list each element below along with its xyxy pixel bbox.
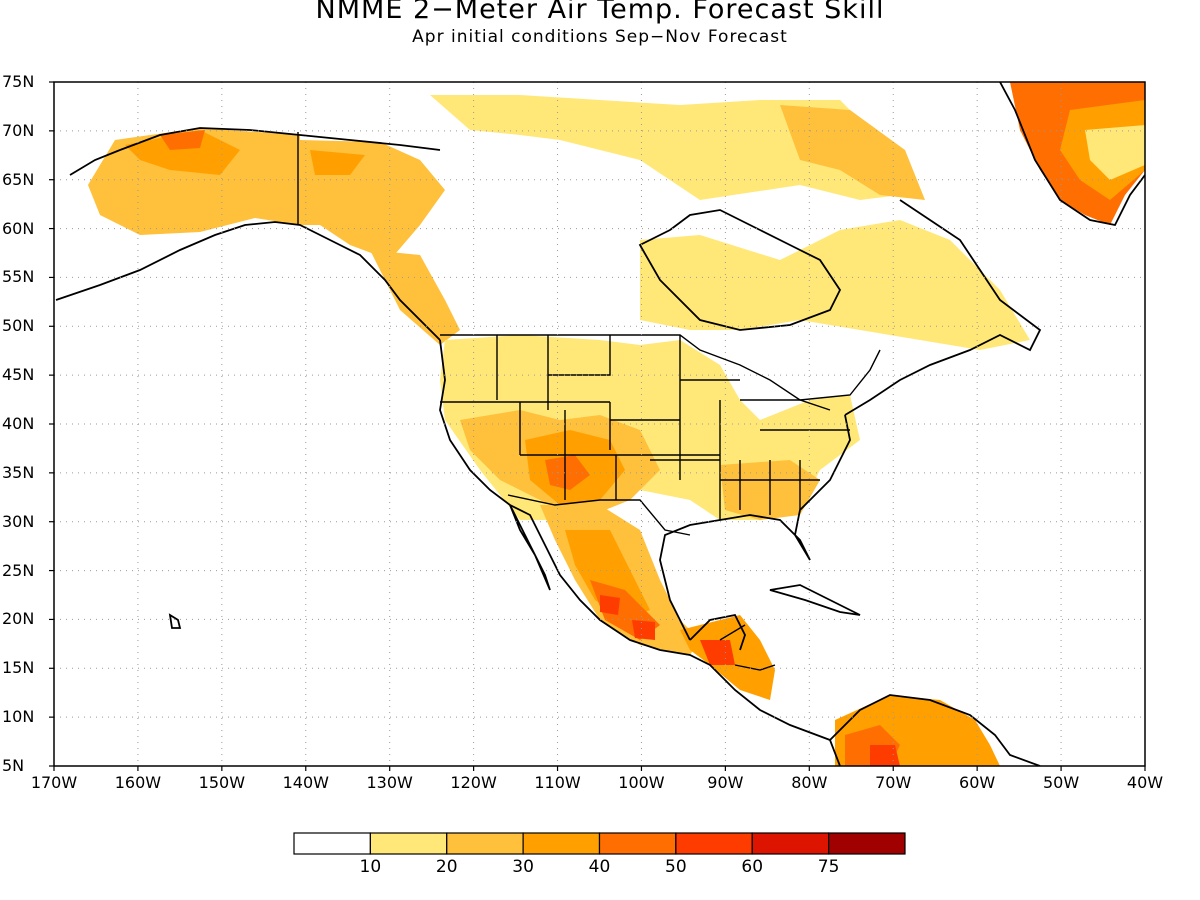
lat-label: 75N bbox=[2, 72, 35, 91]
colorbar-tick-label: 20 bbox=[435, 857, 458, 877]
colorbar-tick-label: 60 bbox=[741, 857, 764, 877]
region-bc bbox=[370, 250, 460, 345]
lon-label: 160W bbox=[114, 773, 162, 792]
lat-label: 10N bbox=[2, 707, 35, 727]
lon-label: 100W bbox=[618, 773, 665, 792]
colorbar-tick-label: 75 bbox=[817, 857, 840, 877]
axis-ticks bbox=[49, 81, 1146, 771]
lat-label: 5N bbox=[2, 756, 25, 775]
lon-label: 170W bbox=[30, 773, 78, 792]
region-alaska-hot bbox=[160, 130, 205, 150]
coast-yucatan bbox=[689, 613, 746, 651]
coast-cuba bbox=[769, 584, 861, 616]
colorbar-swatch bbox=[828, 832, 906, 855]
lon-label: 40W bbox=[1126, 773, 1164, 792]
lat-label: 60N bbox=[2, 218, 35, 238]
lon-label: 150W bbox=[198, 773, 246, 792]
lon-label: 80W bbox=[791, 773, 828, 792]
lat-label: 50N bbox=[2, 316, 35, 336]
colorbar-swatch bbox=[522, 832, 601, 855]
coast-alaska bbox=[55, 221, 441, 341]
lon-label: 60W bbox=[959, 773, 996, 792]
colorbar-swatch bbox=[751, 832, 830, 855]
lat-label: 65N bbox=[2, 169, 35, 189]
region-central-america-hot bbox=[700, 640, 735, 665]
coast-south-america bbox=[829, 694, 1041, 766]
lat-label: 25N bbox=[2, 560, 35, 580]
lat-label: 20N bbox=[2, 609, 35, 629]
lat-label: 55N bbox=[2, 267, 35, 287]
lon-label: 90W bbox=[707, 773, 744, 792]
coast-baja bbox=[509, 504, 551, 591]
region-yukon-core bbox=[310, 150, 365, 175]
region-southwest-hot bbox=[545, 455, 590, 490]
lon-label: 120W bbox=[450, 773, 497, 792]
colorbar-swatch bbox=[293, 832, 371, 855]
boundaries bbox=[297, 132, 881, 671]
state-lines bbox=[440, 335, 850, 520]
lat-label: 45N bbox=[2, 365, 35, 385]
border-us-mexico bbox=[507, 494, 691, 536]
region-alaska-core bbox=[125, 130, 240, 175]
coast-gulf bbox=[659, 414, 851, 641]
coast-greenland bbox=[999, 82, 1145, 227]
region-mexico-peak bbox=[600, 595, 620, 615]
coast-hawaii bbox=[168, 613, 182, 629]
colorbar-tick-label: 40 bbox=[588, 857, 611, 877]
lat-label: 30N bbox=[2, 511, 35, 531]
coast-atlantic bbox=[844, 199, 1042, 416]
skill-shading bbox=[88, 82, 1145, 766]
region-mexico-peak2 bbox=[632, 620, 655, 640]
colorbar-swatch bbox=[446, 832, 524, 855]
lat-label: 40N bbox=[2, 414, 35, 433]
colorbar-swatch bbox=[369, 832, 448, 855]
lon-label: 70W bbox=[875, 773, 912, 792]
lon-label: 130W bbox=[366, 773, 413, 792]
lat-label: 35N bbox=[2, 462, 35, 482]
lon-label: 110W bbox=[534, 773, 581, 792]
map-grid bbox=[54, 82, 1145, 766]
region-south-america-peak bbox=[870, 745, 900, 766]
border-central-america bbox=[719, 624, 776, 671]
region-quebec bbox=[640, 220, 1030, 350]
colorbar-tick-label: 10 bbox=[359, 857, 382, 877]
colorbar-swatch bbox=[598, 832, 677, 855]
coast-pacific-us bbox=[439, 339, 841, 766]
colorbar-tick-label: 30 bbox=[512, 857, 534, 877]
colorbar-tick-label: 50 bbox=[665, 857, 687, 877]
border-us-canada bbox=[440, 334, 881, 401]
coast-alaska-north bbox=[69, 127, 441, 176]
colorbar bbox=[293, 832, 906, 855]
colorbar-swatch bbox=[675, 832, 753, 855]
map-title: NMME 2−Meter Air Temp. Forecast Skill bbox=[315, 0, 885, 25]
coastlines bbox=[55, 82, 1145, 766]
coast-hudson-bay bbox=[638, 209, 842, 331]
lon-label: 140W bbox=[282, 773, 329, 792]
lat-label: 15N bbox=[2, 658, 35, 678]
region-greenland-inner bbox=[1085, 125, 1145, 180]
map-subtitle: Apr initial conditions Sep−Nov Forecast bbox=[412, 27, 788, 47]
region-arctic bbox=[430, 95, 900, 200]
region-baffin bbox=[780, 105, 925, 200]
lon-label: 50W bbox=[1042, 773, 1080, 792]
lat-label: 70N bbox=[2, 120, 35, 140]
